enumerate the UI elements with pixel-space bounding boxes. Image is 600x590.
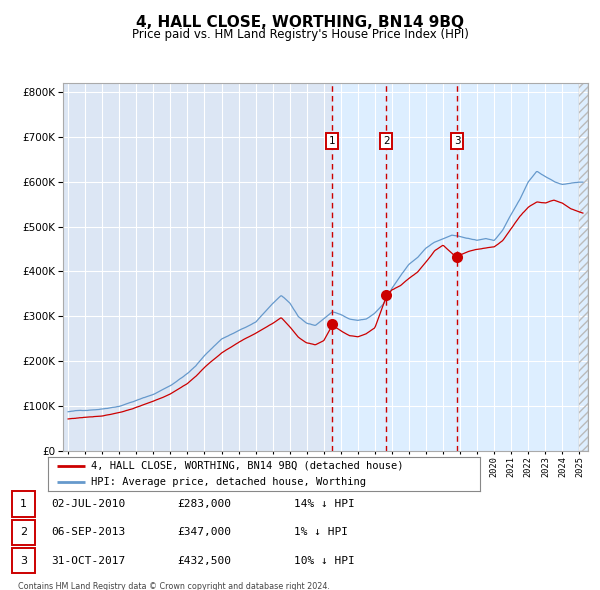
Text: Price paid vs. HM Land Registry's House Price Index (HPI): Price paid vs. HM Land Registry's House … xyxy=(131,28,469,41)
Text: 2: 2 xyxy=(383,136,389,146)
Text: HPI: Average price, detached house, Worthing: HPI: Average price, detached house, Wort… xyxy=(91,477,366,487)
Text: 4, HALL CLOSE, WORTHING, BN14 9BQ: 4, HALL CLOSE, WORTHING, BN14 9BQ xyxy=(136,15,464,30)
Bar xyxy=(332,83,588,451)
Text: £432,500: £432,500 xyxy=(177,556,231,566)
Text: 31-OCT-2017: 31-OCT-2017 xyxy=(51,556,125,566)
Text: Contains HM Land Registry data © Crown copyright and database right 2024.
This d: Contains HM Land Registry data © Crown c… xyxy=(18,582,330,590)
Text: 3: 3 xyxy=(20,556,27,566)
Text: 1: 1 xyxy=(20,499,27,509)
Text: 02-JUL-2010: 02-JUL-2010 xyxy=(51,499,125,509)
Text: 2: 2 xyxy=(20,527,27,537)
Text: 3: 3 xyxy=(454,136,461,146)
Text: 06-SEP-2013: 06-SEP-2013 xyxy=(51,527,125,537)
Text: 14% ↓ HPI: 14% ↓ HPI xyxy=(294,499,355,509)
Text: 1% ↓ HPI: 1% ↓ HPI xyxy=(294,527,348,537)
Bar xyxy=(580,83,588,451)
Text: £347,000: £347,000 xyxy=(177,527,231,537)
Text: 1: 1 xyxy=(329,136,335,146)
Text: 4, HALL CLOSE, WORTHING, BN14 9BQ (detached house): 4, HALL CLOSE, WORTHING, BN14 9BQ (detac… xyxy=(91,461,404,471)
Text: £283,000: £283,000 xyxy=(177,499,231,509)
Text: 10% ↓ HPI: 10% ↓ HPI xyxy=(294,556,355,566)
